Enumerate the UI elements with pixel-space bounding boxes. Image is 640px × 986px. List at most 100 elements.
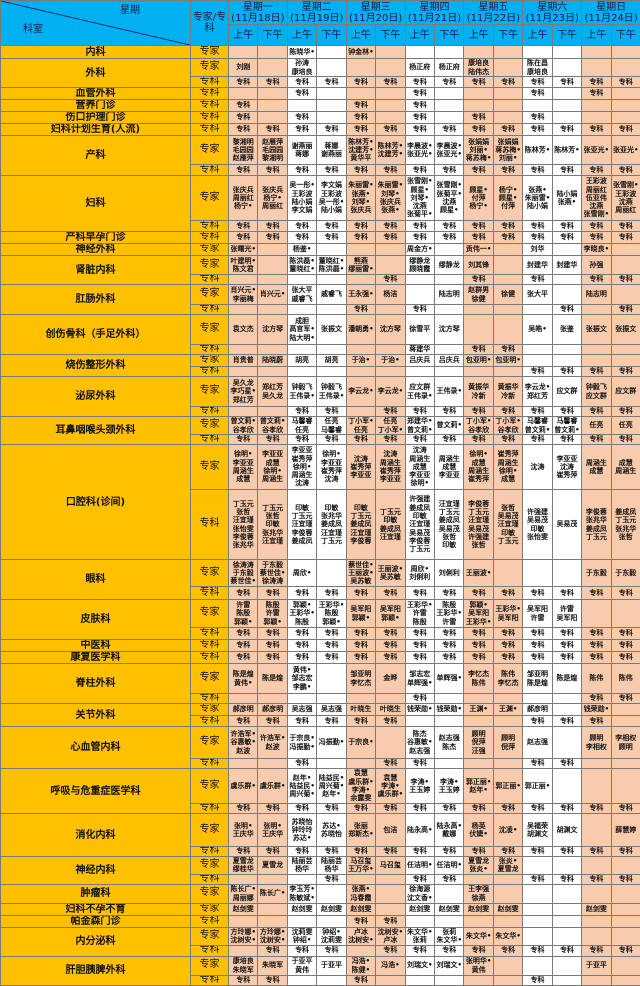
schedule-row: 脊柱外科专家陈是煌 黄伟•陈是煌黄伟• 邹志宏 李鹏•邹亚明 李忆杰金晔邹志宏 … (1, 664, 640, 694)
schedule-cell (229, 367, 258, 377)
day-date: (11月20日) (347, 13, 405, 24)
dept-label: 科室 (23, 24, 43, 35)
schedule-cell: 专科 (346, 165, 375, 176)
schedule-cell: 许雷 陈殷 郭颖• (229, 600, 258, 628)
schedule-cell: 专科 (552, 804, 581, 814)
schedule-cell: 专科 (287, 640, 316, 652)
schedule-cell: 专科 (552, 874, 581, 884)
schedule-cell (552, 956, 581, 975)
schedule-cell: 戚睿飞 (317, 285, 346, 305)
schedule-cell: 刘俐利 (435, 560, 464, 587)
schedule-cell: 陈殷 王彩华• 许雷 (435, 600, 464, 628)
schedule-cell (317, 915, 346, 927)
schedule-cell: 杨洁 (376, 285, 405, 305)
schedule-cell: 张庆兵 杨宁• 周丽红 (258, 176, 287, 221)
schedule-cell (317, 664, 346, 694)
schedule-cell: 周金方• (405, 244, 434, 256)
schedule-cell (258, 112, 287, 124)
department-name: 中医科 (1, 640, 191, 652)
schedule-cell: 专科 (287, 587, 316, 600)
department-name: 妇科计划生育(人流) (1, 124, 191, 136)
schedule-cell: 钱荣勋• (435, 704, 464, 716)
am-header: 上午 (229, 25, 258, 46)
schedule-cell: 陆志明 (582, 285, 611, 305)
clinic-type: 专科 (191, 716, 229, 727)
schedule-cell: 陈杰 谷惠敏• 赵志强 (405, 727, 434, 759)
schedule-cell: 许浩军• 谷惠敏• 赵波 (229, 727, 258, 759)
am-header: 上午 (405, 25, 434, 46)
schedule-cell: 专科 (376, 716, 405, 727)
schedule-cell (258, 915, 287, 927)
schedule-cell: 马召玺 (376, 857, 405, 875)
schedule-cell (611, 769, 640, 804)
schedule-cell: 专科 (493, 345, 522, 355)
schedule-cell: 许强建 姜成凤 印敏 汪宜瑾 吴易茂 李俊蓉 丁玉元 (405, 490, 434, 560)
schedule-cell: 沈莉雯 钟绍• (287, 927, 316, 945)
department-name: 帕金森门诊 (1, 915, 191, 927)
schedule-cell (464, 305, 493, 315)
day-name: 星期二 (288, 2, 346, 13)
schedule-cell: 专科 (611, 652, 640, 664)
clinic-type: 专家 (191, 600, 229, 628)
schedule-cell: 蒋建华 (405, 345, 434, 355)
schedule-cell: 赵剑雯 (346, 903, 375, 915)
clinic-type: 专家 (191, 46, 229, 59)
schedule-cell: 包洁 (376, 814, 405, 847)
schedule-cell: 专科 (523, 124, 552, 136)
schedule-cell (611, 100, 640, 112)
schedule-cell: 专科 (346, 716, 375, 727)
clinic-type: 专家 (191, 884, 229, 903)
department-name: 呼吸与危重症医学科 (1, 769, 191, 814)
schedule-cell: 专科 (582, 945, 611, 956)
schedule-cell: 专科 (435, 874, 464, 884)
schedule-cell (317, 244, 346, 256)
schedule-cell (523, 956, 552, 975)
schedule-cell: 专科 (258, 587, 287, 600)
schedule-cell: 赵剑雯 (405, 903, 434, 915)
schedule-cell: 专科 (346, 100, 375, 112)
schedule-cell: 于宗良• (346, 727, 375, 759)
schedule-cell: 张燕• 朱丽雷• 陆小娟 (523, 176, 552, 221)
schedule-cell: 张明华• 黄伟 (464, 956, 493, 975)
schedule-cell: 陆永高• 戴娜 (435, 814, 464, 847)
schedule-cell: 朱丽雷• 张燕• 刘琴• 张庆兵 (346, 176, 375, 221)
schedule-cell: 专科 (493, 232, 522, 244)
schedule-cell (611, 956, 640, 975)
schedule-cell: 专科 (611, 407, 640, 417)
schedule-row: 耳鼻咽喉头颈外科专家曾文莉• 谷孝欣曾文莉• 谷孝欣马馨睿 任亮任亮 马馨睿丁小… (1, 417, 640, 435)
schedule-cell (435, 345, 464, 355)
schedule-cell: 专科 (493, 628, 522, 640)
schedule-cell: 吕庆兵 (435, 355, 464, 367)
schedule-cell: 专科 (405, 945, 434, 956)
schedule-cell: 专科 (611, 232, 640, 244)
schedule-cell: 丁玉元 印敏 姜成凤 汪宜瑾 (376, 490, 405, 560)
schedule-cell: 苏晓怡 钟玲玲 苏达• (287, 814, 316, 847)
schedule-cell: 专科 (523, 804, 552, 814)
schedule-cell (493, 100, 522, 112)
schedule-cell: 专科 (464, 945, 493, 956)
schedule-cell (376, 975, 405, 985)
schedule-cell: 专科 (493, 435, 522, 445)
schedule-cell: 专科 (405, 100, 434, 112)
schedule-cell: 李云龙• (376, 377, 405, 407)
schedule-cell (376, 88, 405, 100)
clinic-type: 专家 (191, 315, 229, 345)
schedule-cell (611, 244, 640, 256)
schedule-cell: 专科 (464, 652, 493, 664)
schedule-cell: 专科 (435, 221, 464, 232)
schedule-cell (346, 59, 375, 77)
schedule-cell: 专科 (317, 232, 346, 244)
schedule-cell (611, 600, 640, 628)
schedule-cell: 马馨睿 曾文莉• (523, 417, 552, 435)
schedule-row: 关节外科专家郝彦明郝彦明吴志强吴志强叶晓生叶晓生钱荣勋•钱荣勋•王渊•王渊•郝彦… (1, 704, 640, 716)
clinic-type: 专科 (191, 628, 229, 640)
schedule-cell (405, 285, 434, 305)
clinic-type: 专科 (191, 759, 229, 769)
schedule-cell: 夏雪龙 (258, 857, 287, 875)
schedule-cell: 张振文 (611, 315, 640, 345)
schedule-cell: 陈伟 (582, 664, 611, 694)
schedule-cell: 专科 (611, 275, 640, 285)
schedule-cell (552, 694, 581, 704)
schedule-cell: 专科 (287, 759, 316, 769)
schedule-cell: 专科 (405, 88, 434, 100)
